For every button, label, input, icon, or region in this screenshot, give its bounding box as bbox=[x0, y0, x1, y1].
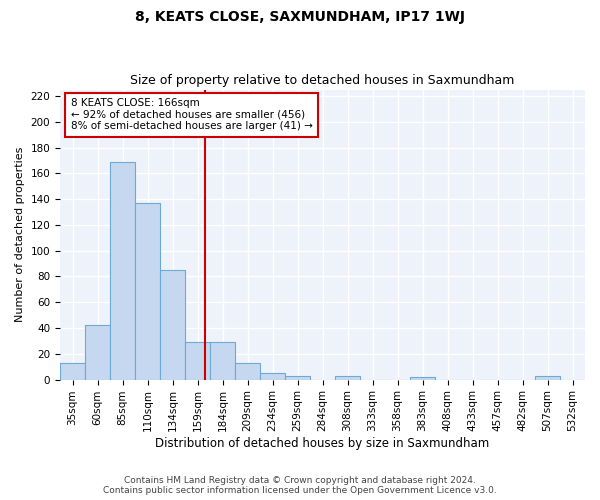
Bar bbox=[60, 363, 85, 380]
Bar bbox=[185, 342, 210, 380]
Bar bbox=[235, 363, 260, 380]
Bar bbox=[285, 376, 310, 380]
Bar bbox=[260, 373, 285, 380]
Bar bbox=[85, 326, 110, 380]
Text: 8, KEATS CLOSE, SAXMUNDHAM, IP17 1WJ: 8, KEATS CLOSE, SAXMUNDHAM, IP17 1WJ bbox=[135, 10, 465, 24]
Text: Contains HM Land Registry data © Crown copyright and database right 2024.
Contai: Contains HM Land Registry data © Crown c… bbox=[103, 476, 497, 495]
Bar bbox=[335, 376, 360, 380]
Bar bbox=[410, 377, 435, 380]
Title: Size of property relative to detached houses in Saxmundham: Size of property relative to detached ho… bbox=[130, 74, 515, 87]
X-axis label: Distribution of detached houses by size in Saxmundham: Distribution of detached houses by size … bbox=[155, 437, 490, 450]
Y-axis label: Number of detached properties: Number of detached properties bbox=[15, 147, 25, 322]
Bar bbox=[160, 270, 185, 380]
Bar bbox=[210, 342, 235, 380]
Bar bbox=[135, 203, 160, 380]
Bar bbox=[535, 376, 560, 380]
Bar bbox=[110, 162, 135, 380]
Text: 8 KEATS CLOSE: 166sqm
← 92% of detached houses are smaller (456)
8% of semi-deta: 8 KEATS CLOSE: 166sqm ← 92% of detached … bbox=[71, 98, 313, 132]
